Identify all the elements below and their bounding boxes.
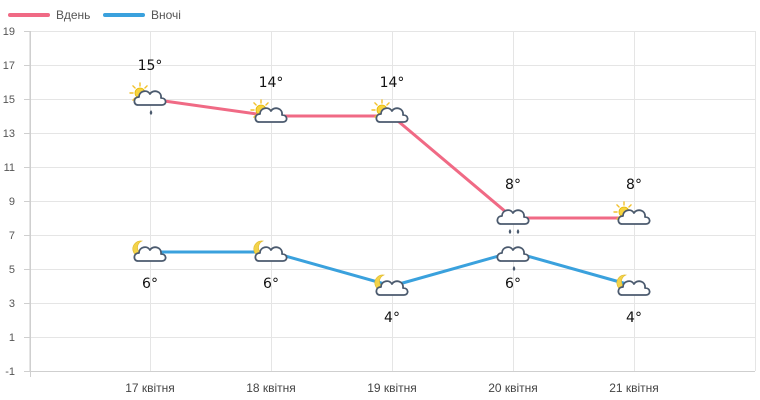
cloud-icon [617, 209, 651, 225]
temperature-label: 6° [142, 276, 158, 292]
sun-ray [144, 85, 148, 89]
x-tick-label: 21 квітня [609, 381, 659, 395]
temperature-label: 8° [626, 177, 642, 193]
moon-cloud-icon [374, 274, 409, 296]
cloud-icon [496, 209, 530, 225]
temperature-labels: 15° 14° 14° 8° 8° 6° 6° 4° 6° 4° [138, 58, 642, 326]
raindrop-icon [508, 229, 512, 234]
x-axis: 17 квітня 18 квітня 19 квітня 20 квітня 21 к… [125, 381, 659, 395]
y-tick-label: 9 [9, 196, 15, 208]
sun-ray [132, 85, 136, 89]
sun-ray [386, 102, 390, 106]
cloud-icon [133, 246, 167, 262]
cloud-icon [133, 90, 167, 106]
cloud-icon [375, 280, 409, 296]
temperature-label: 14° [380, 75, 405, 91]
temperature-label: 6° [263, 276, 279, 292]
sun-ray [265, 102, 269, 106]
sun-cloud-icon [613, 201, 651, 225]
moon-cloud-icon [253, 240, 288, 262]
moon-cloud-icon [616, 274, 651, 296]
raindrop-icon [149, 110, 153, 115]
raindrop-icon [516, 229, 520, 234]
moon-cloud-icon [132, 240, 167, 262]
weather-icons [129, 82, 651, 296]
temperature-label: 15° [138, 58, 163, 74]
y-tick-label: 11 [4, 162, 15, 174]
sun-cloud-rain-icon [129, 82, 167, 115]
legend-label-2: Вночі [151, 8, 181, 22]
raindrop-icon [512, 266, 516, 271]
y-tick-label: -1 [5, 366, 15, 378]
y-tick-label: 15 [3, 94, 15, 106]
y-tick-label: 13 [3, 128, 15, 140]
sun-ray [616, 204, 620, 208]
y-tick-label: 3 [9, 298, 15, 310]
x-tick-label: 17 квітня [125, 381, 175, 395]
y-tick-label: 7 [9, 230, 15, 242]
cloud-icon [375, 107, 409, 123]
y-tick-label: 19 [3, 26, 15, 38]
legend-label-1: Вдень [56, 8, 90, 22]
cloud-icon [496, 246, 530, 262]
cloud-rain-icon [496, 246, 530, 271]
temperature-label: 14° [259, 75, 284, 91]
legend-swatch-1 [8, 13, 50, 17]
y-tick-label: 5 [9, 264, 15, 276]
sun-ray [628, 204, 632, 208]
temperature-label: 4° [384, 310, 400, 326]
cloud-icon [254, 246, 288, 262]
legend-swatch-2 [103, 13, 145, 17]
sun-ray [253, 102, 257, 106]
sun-cloud-icon [250, 99, 288, 123]
cloud-icon [254, 107, 288, 123]
x-tick-label: 19 квітня [367, 381, 417, 395]
sun-ray [374, 102, 378, 106]
cloud-icon [617, 280, 651, 296]
temperature-label: 6° [505, 276, 521, 292]
sun-cloud-icon [371, 99, 409, 123]
temperature-label: 8° [505, 177, 521, 193]
y-tick-label: 1 [9, 332, 15, 344]
x-tick-label: 20 квітня [488, 381, 538, 395]
chart-legend: Вдень Вночі [8, 8, 181, 22]
x-tick-label: 18 квітня [246, 381, 296, 395]
temperature-label: 4° [626, 310, 642, 326]
y-tick-label: 17 [3, 60, 15, 72]
cloud-rain-icon [496, 209, 530, 234]
chart-grid [24, 31, 756, 377]
